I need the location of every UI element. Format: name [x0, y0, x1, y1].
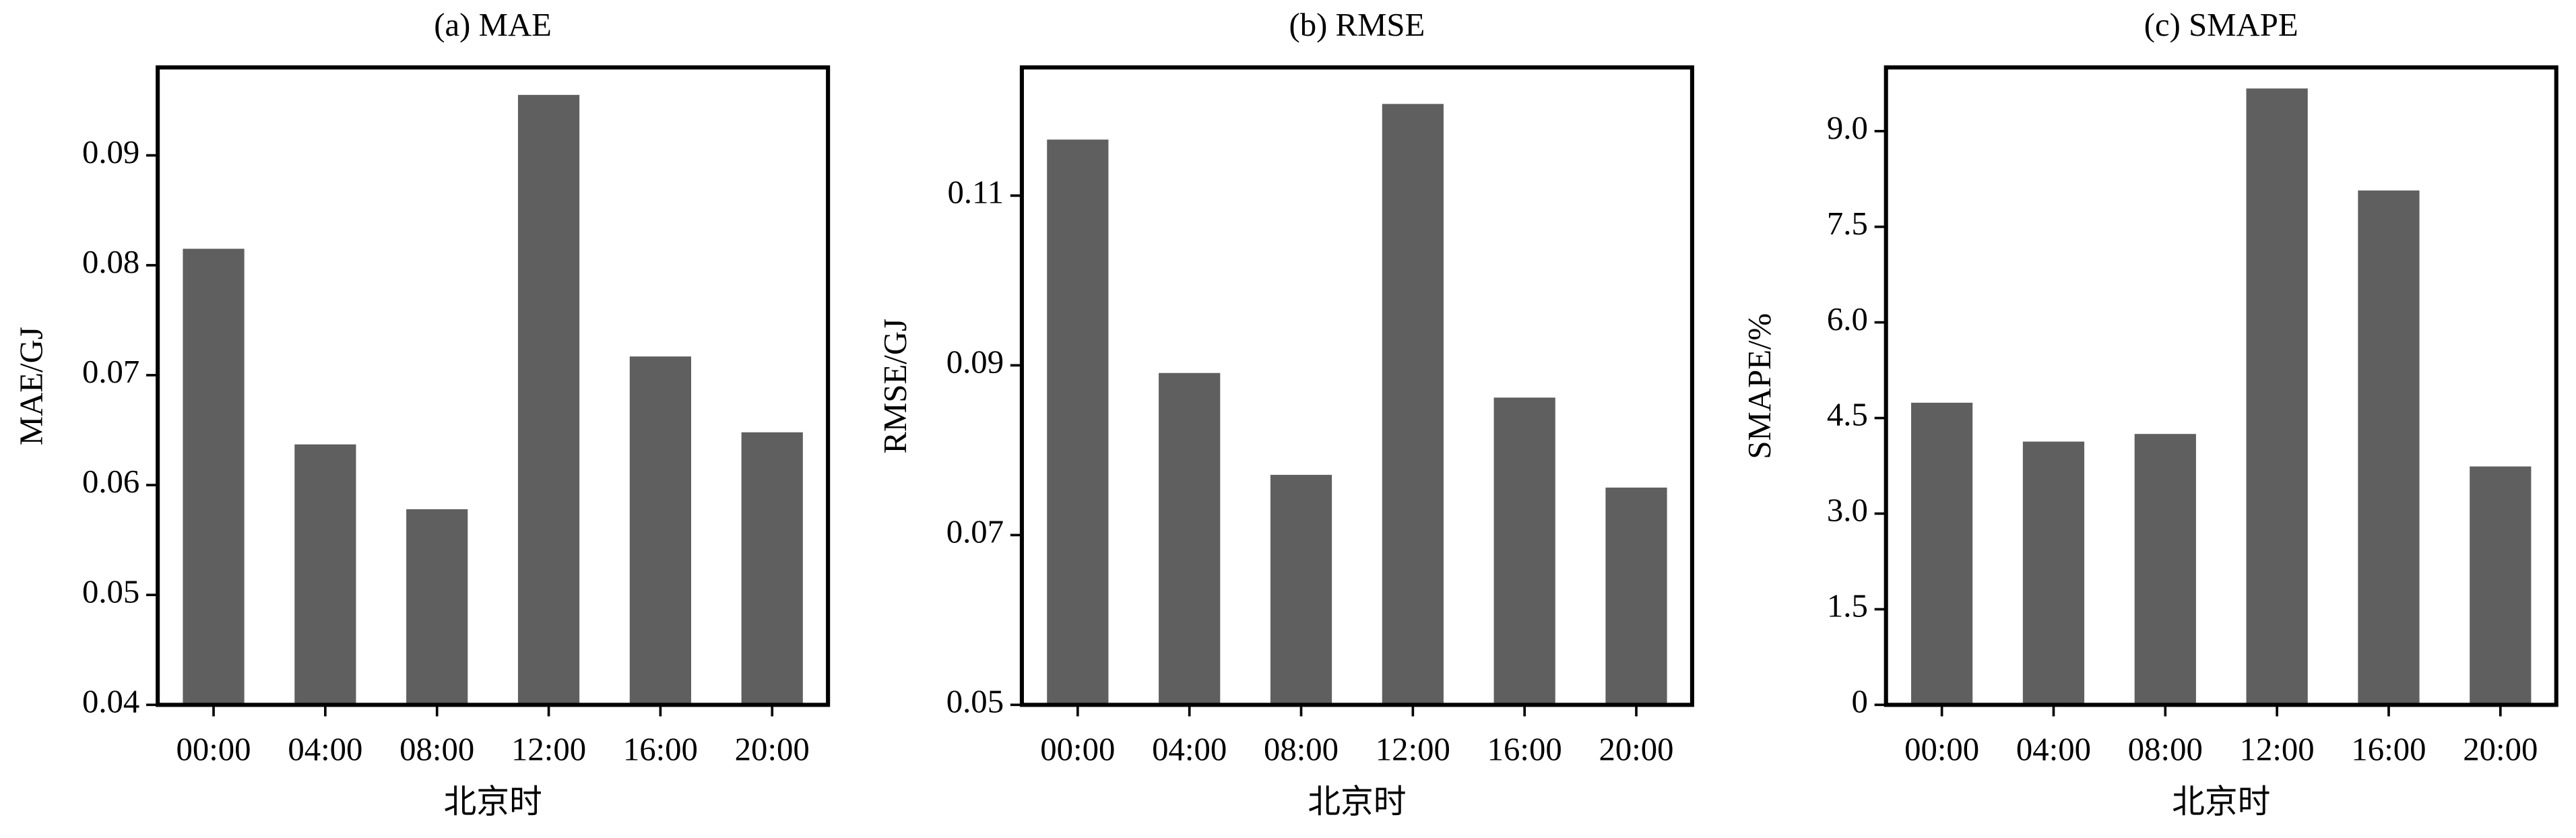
x-tick-label: 20:00: [735, 731, 810, 767]
bar: [1493, 397, 1555, 705]
bar: [2022, 441, 2085, 705]
x-tick-label: 04:00: [2016, 731, 2091, 767]
x-tick-label: 00:00: [1040, 731, 1115, 767]
x-tick-label: 08:00: [399, 731, 474, 767]
bar: [1270, 474, 1332, 705]
y-tick-label: 0.11: [948, 174, 1004, 211]
bar: [1382, 104, 1444, 705]
y-tick-label: 0.06: [82, 463, 139, 500]
y-tick-label: 0.08: [82, 244, 139, 280]
y-tick-label: 3.0: [1827, 492, 1868, 529]
y-tick-label: 1.5: [1827, 588, 1868, 624]
x-tick-label: 16:00: [2351, 731, 2426, 767]
x-tick-label: 08:00: [1264, 731, 1339, 767]
y-axis-label: SMAPE/%: [1741, 313, 1778, 459]
x-tick-label: 04:00: [288, 731, 362, 767]
y-tick-label: 0: [1851, 684, 1867, 720]
x-tick-label: 08:00: [2128, 731, 2203, 767]
x-tick-label: 04:00: [1152, 731, 1227, 767]
x-tick-label: 16:00: [623, 731, 698, 767]
y-tick-label: 0.09: [82, 134, 139, 170]
y-tick-label: 7.5: [1827, 205, 1868, 242]
x-axis-label: 北京时: [2172, 783, 2270, 820]
y-tick-label: 4.5: [1827, 397, 1868, 433]
bar: [2134, 434, 2196, 705]
panel-title: (b) RMSE: [1289, 7, 1425, 43]
y-tick-label: 9.0: [1827, 110, 1868, 146]
bar: [2246, 88, 2308, 705]
x-axis-label: 北京时: [443, 783, 542, 820]
y-tick-label: 0.07: [946, 514, 1004, 550]
bar: [1047, 139, 1109, 705]
bar: [517, 94, 580, 705]
bar: [629, 356, 691, 705]
bar: [294, 444, 356, 705]
y-tick-label: 0.09: [946, 344, 1004, 381]
y-axis-label: RMSE/GJ: [877, 319, 913, 454]
y-axis-label: MAE/GJ: [13, 327, 49, 445]
x-tick-label: 12:00: [511, 731, 586, 767]
x-axis-label: 北京时: [1308, 783, 1406, 820]
bar: [1911, 402, 1973, 705]
bar: [2470, 466, 2532, 705]
x-tick-label: 16:00: [1487, 731, 1562, 767]
x-tick-label: 20:00: [2463, 731, 2538, 767]
y-tick-label: 0.04: [82, 684, 139, 720]
x-tick-label: 00:00: [176, 731, 251, 767]
y-tick-label: 0.07: [82, 354, 139, 390]
panel-title: (c) SMAPE: [2144, 7, 2298, 43]
bar: [741, 432, 803, 705]
bar: [183, 249, 245, 705]
bar: [1159, 373, 1221, 705]
x-tick-label: 12:00: [1376, 731, 1450, 767]
y-tick-label: 6.0: [1827, 301, 1868, 337]
axes-frame: [1883, 65, 2558, 707]
y-tick-label: 0.05: [82, 573, 139, 610]
y-tick-label: 0.05: [946, 684, 1004, 720]
x-tick-label: 12:00: [2240, 731, 2315, 767]
axes-frame: [1019, 65, 1694, 707]
x-tick-label: 00:00: [1904, 731, 1979, 767]
x-tick-label: 20:00: [1599, 731, 1673, 767]
bar: [1605, 487, 1667, 705]
panel-title: (a) MAE: [434, 7, 552, 43]
bar: [406, 509, 468, 705]
axes-frame: [156, 65, 831, 707]
bar: [2358, 190, 2420, 705]
